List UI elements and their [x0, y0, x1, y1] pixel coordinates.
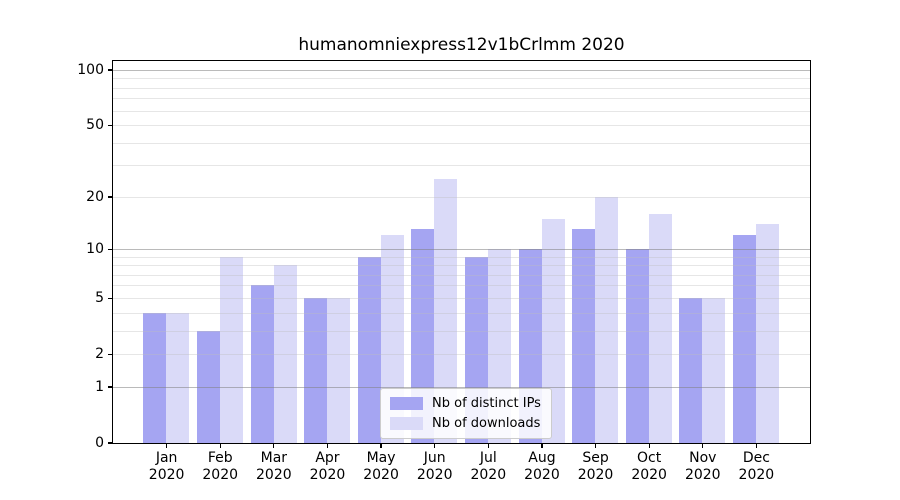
- y-tick-mark: [107, 442, 112, 444]
- bar-downloads: [648, 213, 672, 443]
- plot-area: [111, 59, 811, 444]
- x-tick-mark: [165, 444, 168, 449]
- bar-distinct-ips: [196, 330, 220, 443]
- x-tick-label-year: 2020: [363, 467, 399, 483]
- x-tick-mark: [380, 444, 382, 449]
- x-tick-label: Oct 2020: [617, 450, 681, 484]
- x-tick-mark: [219, 444, 221, 449]
- x-tick-label-year: 2020: [738, 467, 775, 483]
- x-tick-mark: [594, 444, 597, 449]
- bar-distinct-ips: [250, 285, 274, 443]
- x-tick-label-year: 2020: [470, 467, 507, 483]
- bar-downloads: [273, 265, 297, 443]
- y-tick-mark: [107, 297, 112, 299]
- x-tick-mark: [487, 444, 489, 449]
- x-tick-label: May 2020: [349, 450, 413, 484]
- x-tick-label: Mar 2020: [242, 450, 306, 484]
- x-tick-label: Dec 2020: [724, 450, 788, 484]
- x-tick-mark: [273, 444, 275, 449]
- bar-distinct-ips: [143, 312, 167, 443]
- bar-downloads: [595, 196, 619, 443]
- chart-title: humanomniexpress12v1bCrlmm 2020: [298, 35, 625, 55]
- x-tick-mark: [541, 444, 543, 449]
- x-tick-mark: [755, 444, 758, 449]
- x-tick-label: Jan 2020: [135, 450, 199, 484]
- bar-downloads: [702, 297, 726, 443]
- legend-label-downloads: Nb of downloads: [432, 416, 541, 431]
- bar-downloads: [756, 223, 780, 443]
- legend-label-distinct-ips: Nb of distinct IPs: [432, 396, 541, 411]
- y-tick-label: 100: [77, 62, 104, 79]
- x-tick-label-year: 2020: [631, 467, 667, 483]
- x-tick-mark: [434, 444, 436, 449]
- y-tick-mark: [107, 386, 112, 388]
- x-tick-label: Aug 2020: [510, 450, 574, 484]
- bar-downloads: [219, 256, 243, 443]
- y-tick-label: 20: [86, 188, 104, 205]
- x-tick-label-year: 2020: [524, 467, 560, 483]
- bar-distinct-ips: [733, 235, 757, 443]
- y-tick-mark: [107, 353, 112, 355]
- bar-distinct-ips: [679, 297, 703, 443]
- x-tick-label-year: 2020: [256, 467, 292, 483]
- x-tick-label: Jul 2020: [456, 450, 520, 484]
- y-tick-mark: [107, 124, 112, 126]
- x-tick-label: Apr 2020: [295, 450, 359, 484]
- y-tick-label: 2: [95, 346, 104, 363]
- y-tick-label: 10: [86, 241, 104, 258]
- y-tick-label: 5: [95, 290, 104, 307]
- legend-item-distinct-ips: Nb of distinct IPs: [390, 396, 541, 411]
- x-tick-label: Feb 2020: [188, 450, 252, 484]
- x-tick-label-year: 2020: [416, 467, 453, 483]
- bar-distinct-ips: [572, 229, 596, 443]
- legend-item-downloads: Nb of downloads: [390, 416, 541, 431]
- x-tick-label-year: 2020: [684, 467, 721, 483]
- bar-downloads: [166, 312, 190, 443]
- x-tick-label: Nov 2020: [671, 450, 735, 484]
- bar-distinct-ips: [625, 248, 649, 443]
- bar-distinct-ips: [357, 256, 381, 443]
- x-tick-label: Sep 2020: [564, 450, 628, 484]
- bar-downloads: [434, 179, 458, 443]
- x-tick-label-year: 2020: [577, 467, 614, 483]
- y-tick-mark: [107, 248, 112, 250]
- legend-swatch-distinct-ips: [390, 397, 423, 410]
- x-tick-label: Jun 2020: [403, 450, 467, 484]
- x-tick-label-year: 2020: [202, 467, 239, 483]
- x-tick-mark: [702, 444, 704, 449]
- x-tick-mark: [648, 444, 650, 449]
- x-tick-label-year: 2020: [148, 467, 185, 483]
- bar-distinct-ips: [304, 297, 328, 443]
- legend: Nb of distinct IPs Nb of downloads: [380, 388, 552, 439]
- y-tick-mark: [107, 196, 112, 198]
- legend-swatch-downloads: [390, 417, 423, 430]
- bar-downloads: [327, 297, 351, 443]
- y-tick-label: 0: [95, 435, 104, 451]
- y-tick-label: 50: [86, 117, 104, 134]
- y-tick-mark: [107, 69, 112, 71]
- bars-layer: [113, 61, 810, 443]
- x-tick-label-year: 2020: [309, 467, 346, 483]
- y-tick-label: 1: [95, 378, 104, 395]
- x-tick-mark: [326, 444, 329, 449]
